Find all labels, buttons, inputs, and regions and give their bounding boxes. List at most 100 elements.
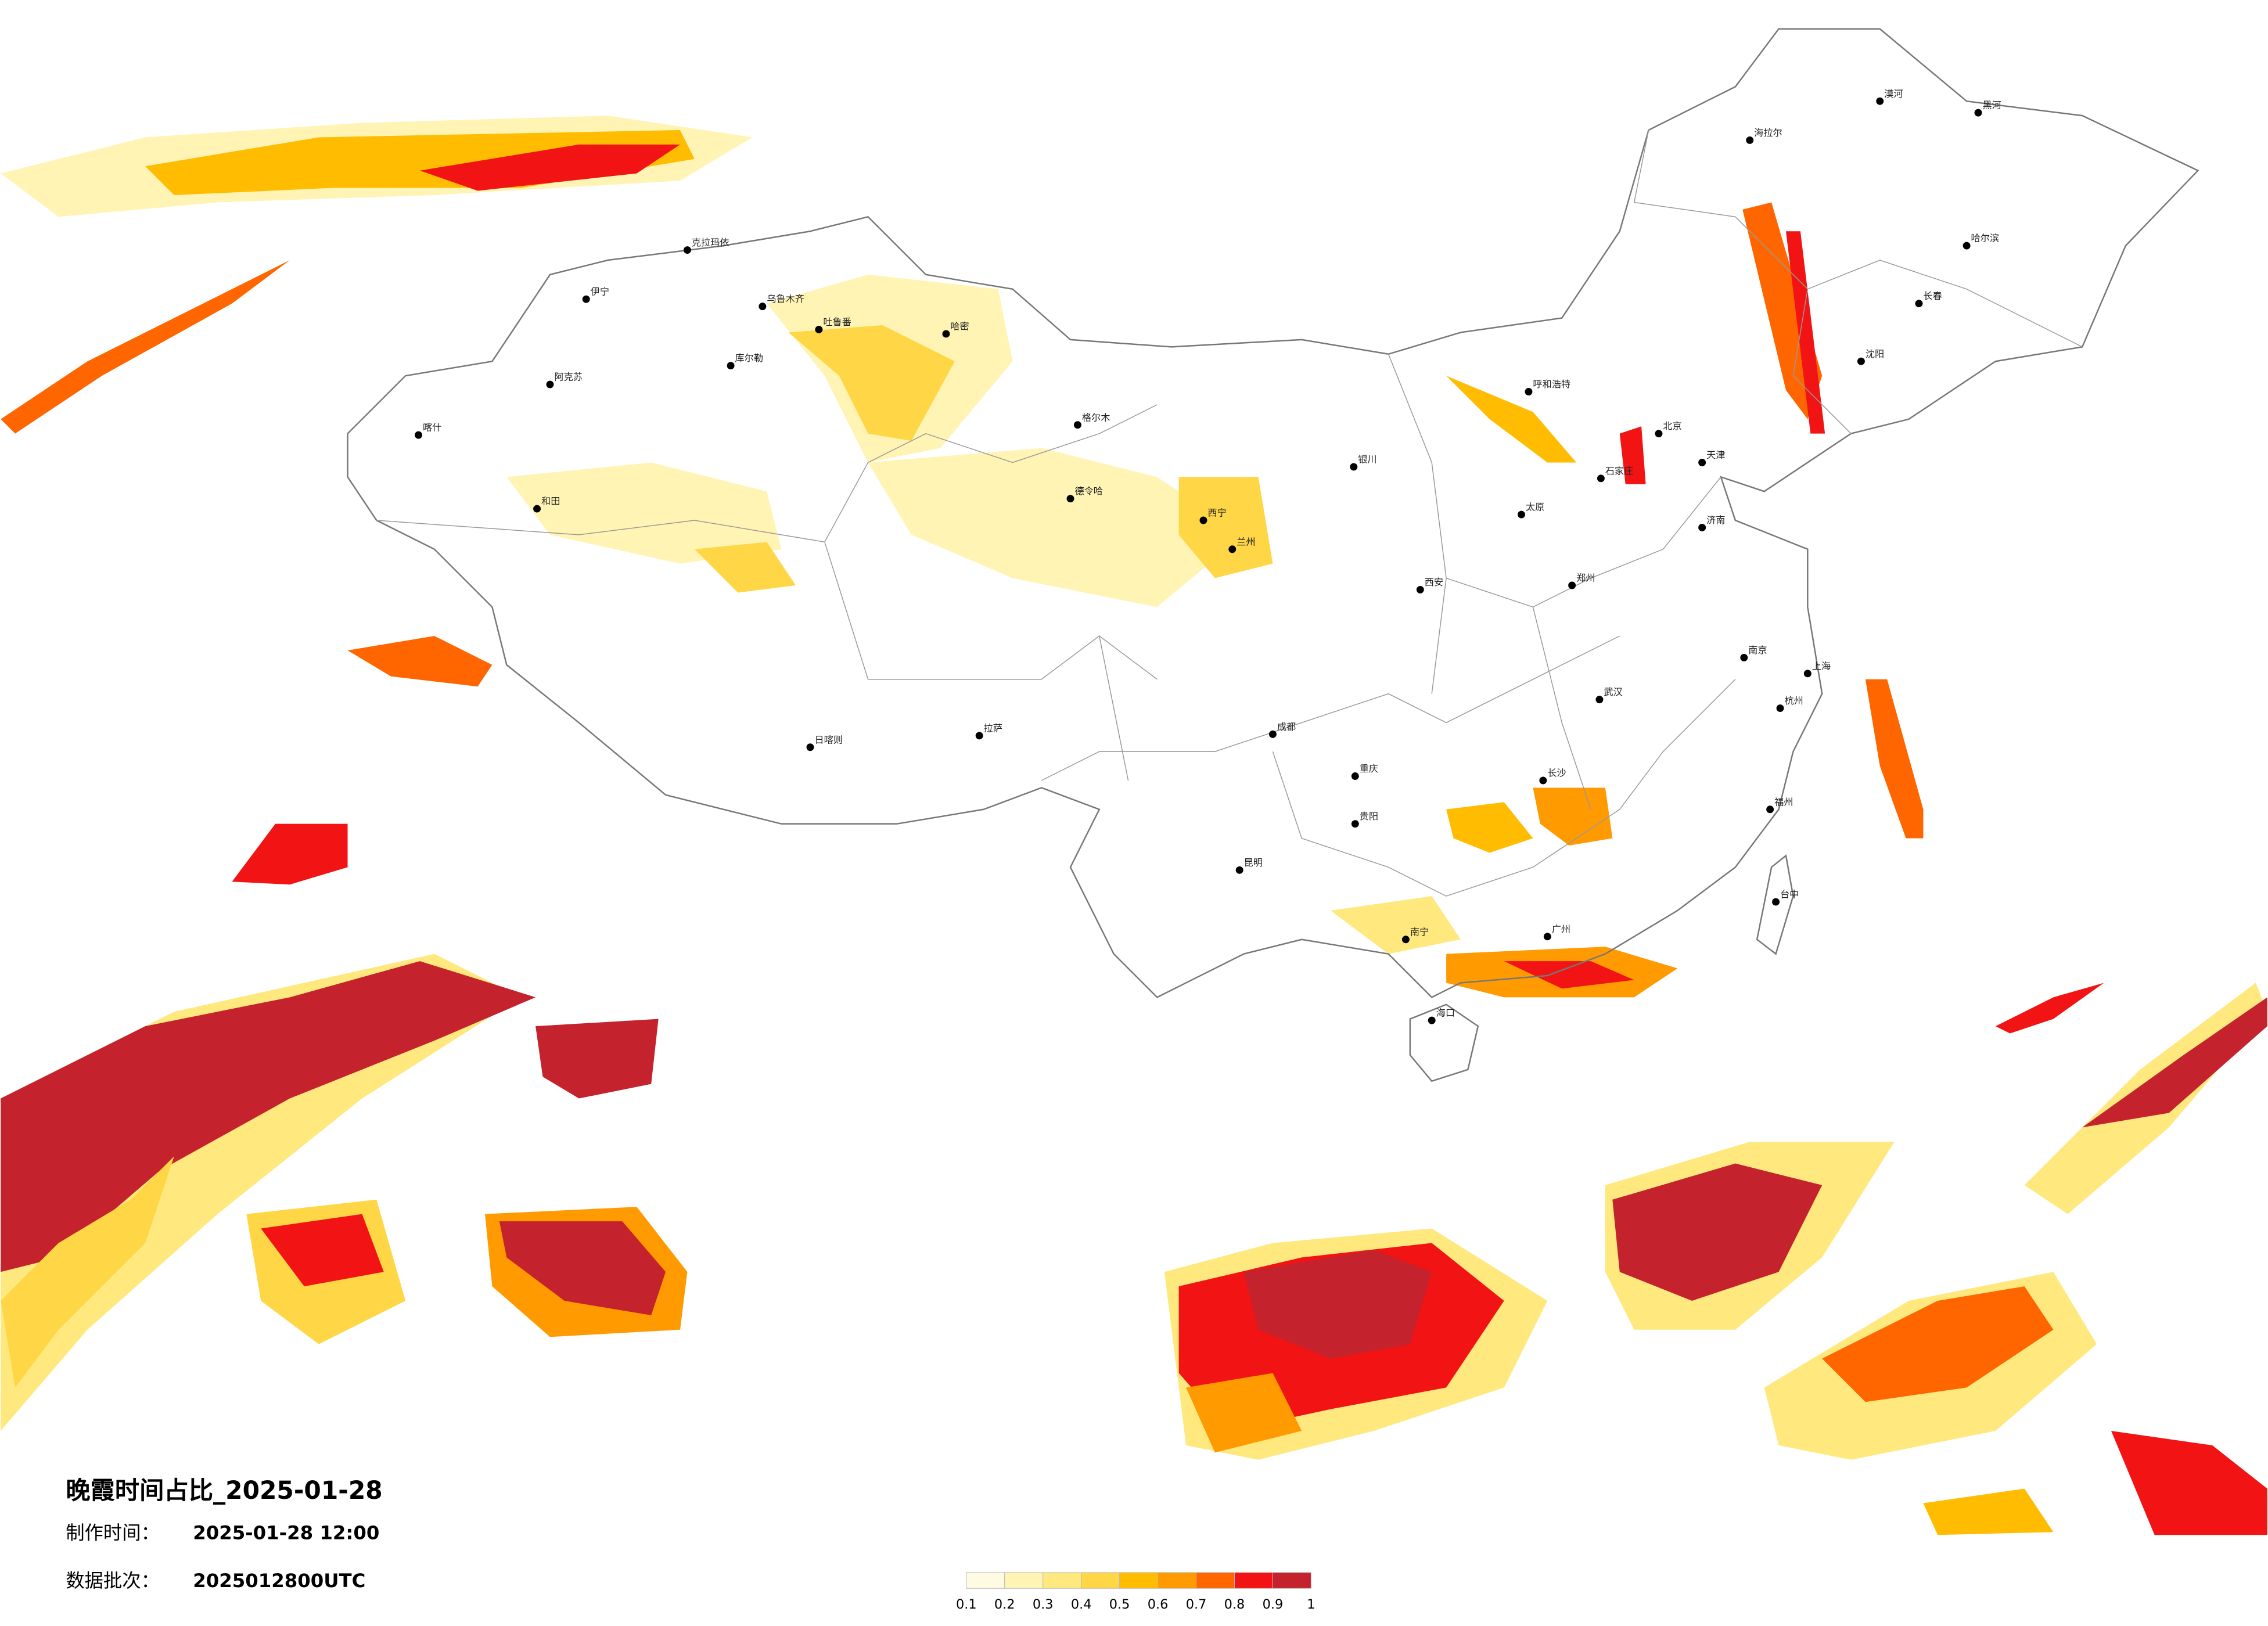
legend-swatch xyxy=(1158,1572,1197,1589)
city-dot xyxy=(1746,136,1754,144)
city-dot xyxy=(546,380,554,388)
city-label: 北京 xyxy=(1663,420,1681,431)
city-dot xyxy=(1655,430,1663,438)
city-dot xyxy=(1416,585,1424,593)
city-dot xyxy=(415,431,422,439)
city-dot xyxy=(1228,545,1237,553)
city-dot xyxy=(1857,357,1865,365)
city-label: 长沙 xyxy=(1547,768,1566,779)
legend-tick-label: 0.6 xyxy=(1148,1597,1169,1612)
field xyxy=(1785,231,1825,434)
city-dot xyxy=(683,246,691,254)
city-dot xyxy=(1776,704,1784,713)
city-dot xyxy=(1595,696,1604,704)
city-label: 拉萨 xyxy=(984,722,1002,733)
city-label: 日喀则 xyxy=(814,734,842,745)
legend-tick-label: 0.4 xyxy=(1071,1597,1092,1612)
field xyxy=(232,823,348,885)
city-label: 广州 xyxy=(1552,923,1570,934)
city-label: 兰州 xyxy=(1237,536,1255,547)
city-label: 上海 xyxy=(1812,660,1831,671)
legend-swatch xyxy=(1043,1572,1082,1589)
city-dot xyxy=(582,295,590,303)
field xyxy=(1,1156,174,1388)
batch-value: 2025012800UTC xyxy=(193,1570,365,1592)
city-dot xyxy=(1351,772,1359,780)
city-dot xyxy=(1974,109,1982,117)
legend-swatch xyxy=(1004,1572,1044,1589)
city-dot xyxy=(1350,463,1358,471)
field xyxy=(1995,983,2104,1034)
city-label: 沈阳 xyxy=(1866,348,1884,359)
legend-tick-label: 0.9 xyxy=(1263,1597,1284,1612)
field xyxy=(1822,1286,2054,1402)
city-dot xyxy=(1963,242,1971,250)
city-dot xyxy=(1428,1016,1436,1024)
city-label: 库尔勒 xyxy=(735,352,763,364)
city-label: 武汉 xyxy=(1604,686,1622,697)
city-dot xyxy=(806,743,814,751)
city-label: 台中 xyxy=(1780,889,1799,900)
city-dot xyxy=(1876,97,1884,105)
field xyxy=(1186,1373,1302,1453)
legend-tick-label: 0.5 xyxy=(1109,1597,1130,1612)
city-dot xyxy=(1268,730,1277,738)
city-label: 喀什 xyxy=(423,422,441,433)
city-label: 杭州 xyxy=(1785,695,1803,706)
city-dot xyxy=(1772,898,1780,906)
city-dot xyxy=(1740,653,1748,661)
field xyxy=(1,260,290,434)
city-label: 黑河 xyxy=(1982,100,2001,111)
field xyxy=(1923,1488,2054,1535)
batch-label: 数据批次： xyxy=(66,1570,160,1592)
city-label: 漠河 xyxy=(1884,88,1903,99)
legend-swatch xyxy=(966,1572,1005,1589)
city-dot xyxy=(1568,581,1576,589)
field xyxy=(499,1221,666,1315)
borders xyxy=(347,28,2199,1082)
city-label: 西宁 xyxy=(1207,508,1226,519)
cloud-field xyxy=(1,116,2267,1535)
legend-swatch xyxy=(1272,1572,1311,1589)
field xyxy=(1504,961,1634,989)
city-dot xyxy=(533,505,541,513)
field xyxy=(1,961,536,1272)
field xyxy=(1619,426,1646,484)
field xyxy=(506,462,782,564)
city-dot xyxy=(1543,933,1551,941)
city-label: 银川 xyxy=(1358,454,1376,465)
island xyxy=(1409,1003,1479,1082)
city-label: 伊宁 xyxy=(591,286,609,297)
map-title: 晚霞时间占比_2025-01-28 xyxy=(66,1476,382,1505)
legend: 0.1 0.2 0.3 0.4 0.5 0.6 0.7 0.8 0.9 1 xyxy=(956,1572,1315,1612)
field xyxy=(1243,1250,1432,1359)
field xyxy=(261,1214,384,1287)
city-label: 乌鲁木齐 xyxy=(767,293,804,304)
field xyxy=(1612,1163,1823,1301)
city-dot xyxy=(1525,388,1533,395)
legend-tick-label: 0.3 xyxy=(1033,1597,1054,1612)
legend-tick-label: 0.2 xyxy=(994,1597,1015,1612)
field xyxy=(1446,376,1577,463)
made-time-value: 2025-01-28 12:00 xyxy=(193,1522,379,1544)
field xyxy=(868,448,1244,607)
city-label: 海拉尔 xyxy=(1754,127,1782,138)
city-dot xyxy=(1803,670,1811,678)
city-dot xyxy=(815,325,823,333)
city-dot xyxy=(1199,516,1207,524)
city-dot xyxy=(1518,510,1525,519)
field xyxy=(347,636,493,687)
city-dot xyxy=(1235,866,1243,874)
city-label: 太原 xyxy=(1526,502,1544,513)
city-label: 吐鲁番 xyxy=(823,316,851,328)
city-dot xyxy=(1698,523,1706,531)
legend-swatch xyxy=(1234,1572,1273,1589)
made-time-label: 制作时间： xyxy=(66,1522,160,1544)
city-label: 和田 xyxy=(541,496,560,507)
country-border xyxy=(347,28,2199,998)
legend-swatch xyxy=(1119,1572,1159,1589)
city-label: 福州 xyxy=(1774,796,1793,807)
field xyxy=(1446,802,1533,853)
city-dot xyxy=(1351,820,1359,828)
